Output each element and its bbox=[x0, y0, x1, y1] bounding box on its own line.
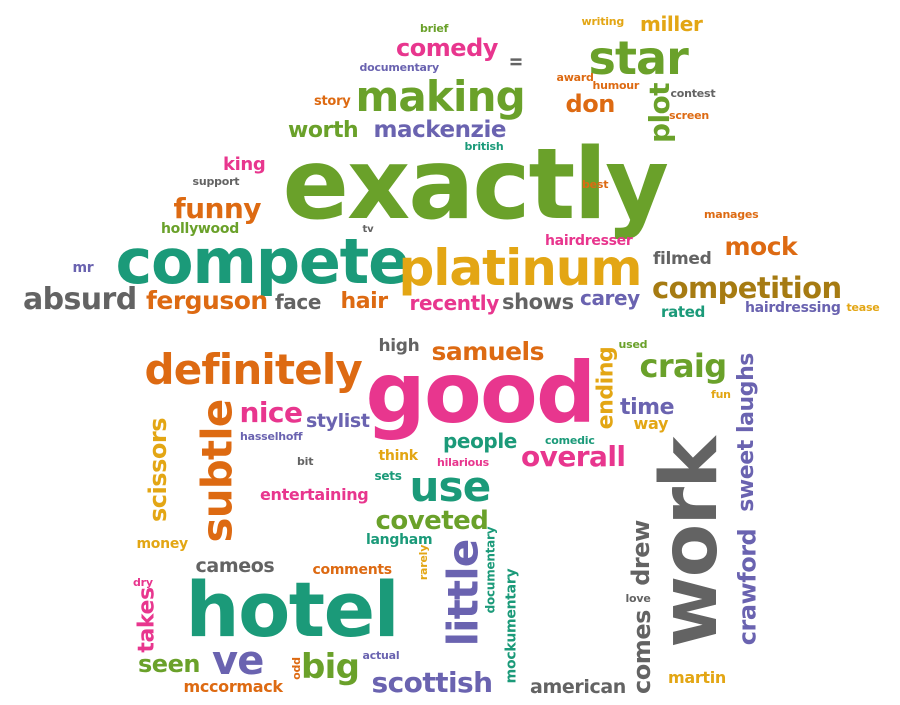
word-rated: rated bbox=[661, 302, 706, 321]
word-hasselhoff: hasselhoff bbox=[240, 429, 303, 443]
word-recently: recently bbox=[409, 291, 500, 315]
word-laughs: laughs bbox=[733, 353, 759, 433]
word-people: people bbox=[443, 429, 517, 453]
word-carey: carey bbox=[580, 286, 640, 310]
word-good: good bbox=[365, 344, 597, 442]
word-drew: drew bbox=[626, 520, 655, 586]
word-think: think bbox=[378, 448, 419, 464]
word-martin: martin bbox=[668, 668, 726, 687]
word-ending: ending bbox=[592, 346, 618, 430]
word-time: time bbox=[620, 395, 675, 420]
word-craig: craig bbox=[639, 347, 728, 385]
word-comes: comes bbox=[627, 610, 656, 694]
word-odd: odd bbox=[289, 656, 303, 680]
word-mccormack: mccormack bbox=[183, 677, 284, 696]
word-seen: seen bbox=[138, 650, 201, 678]
word-nice: nice bbox=[239, 396, 303, 429]
word-subtle: subtle bbox=[191, 399, 241, 543]
word-way: way bbox=[633, 414, 669, 433]
word-langham: langham bbox=[366, 532, 433, 548]
word-cameos: cameos bbox=[195, 554, 275, 577]
word-ll: ll bbox=[509, 57, 526, 67]
word-screen: screen bbox=[669, 108, 709, 122]
word-actual: actual bbox=[362, 648, 400, 662]
word-rarely: rarely bbox=[416, 544, 430, 580]
word-mr: mr bbox=[72, 260, 94, 276]
word-fun: fun bbox=[711, 387, 731, 401]
word-money: money bbox=[136, 536, 189, 552]
word-absurd: absurd bbox=[23, 282, 137, 317]
word-tv: tv bbox=[362, 224, 374, 235]
word-sweet: sweet bbox=[733, 440, 759, 512]
word-comedy: comedy bbox=[396, 34, 498, 62]
word-high: high bbox=[378, 335, 420, 356]
word-scottish: scottish bbox=[371, 666, 494, 699]
word-hollywood: hollywood bbox=[161, 221, 239, 237]
word-samuels: samuels bbox=[431, 336, 545, 366]
word-ferguson: ferguson bbox=[146, 285, 268, 315]
word-award: award bbox=[556, 70, 594, 84]
word-best: best bbox=[582, 177, 609, 191]
word-dry: dry bbox=[133, 575, 153, 589]
word-filmed: filmed bbox=[653, 248, 712, 269]
word-little: little bbox=[437, 539, 487, 647]
word-shows: shows bbox=[502, 289, 574, 314]
word-ve: ve bbox=[212, 638, 264, 684]
word-big: big bbox=[301, 647, 360, 687]
word-hotel: hotel bbox=[185, 565, 400, 654]
word-british: british bbox=[464, 139, 504, 153]
word-takes: takes bbox=[134, 587, 160, 653]
word-definitely: definitely bbox=[144, 345, 363, 394]
word-documentary-top: documentary bbox=[359, 60, 440, 74]
word-platinum: platinum bbox=[398, 239, 643, 297]
word-mock: mock bbox=[724, 231, 798, 261]
word-scissors: scissors bbox=[144, 417, 173, 523]
word-making: making bbox=[355, 72, 526, 121]
word-exactly: exactly bbox=[282, 128, 669, 242]
word-love: love bbox=[625, 591, 651, 605]
word-don: don bbox=[565, 90, 616, 118]
word-coveted: coveted bbox=[375, 506, 489, 536]
word-miller: miller bbox=[640, 12, 703, 36]
word-king: king bbox=[223, 154, 266, 175]
word-tease: tease bbox=[846, 300, 880, 314]
word-mockumentary: mockumentary bbox=[502, 568, 519, 684]
word-humour: humour bbox=[592, 78, 640, 92]
word-sets: sets bbox=[374, 469, 402, 483]
word-support: support bbox=[192, 174, 240, 188]
word-hairdresser: hairdresser bbox=[545, 233, 633, 249]
word-american: american bbox=[530, 675, 626, 698]
word-brief: brief bbox=[420, 21, 449, 35]
word-face: face bbox=[275, 290, 322, 314]
word-competition: competition bbox=[652, 270, 842, 305]
word-use: use bbox=[409, 462, 492, 511]
word-story: story bbox=[314, 93, 351, 109]
word-mackenzie: mackenzie bbox=[373, 116, 507, 143]
word-bit: bit bbox=[297, 454, 314, 468]
word-used: used bbox=[618, 337, 648, 351]
word-hairdressing: hairdressing bbox=[745, 300, 841, 316]
word-crawford: crawford bbox=[732, 528, 761, 646]
word-work: work bbox=[644, 438, 735, 648]
word-stylist: stylist bbox=[306, 409, 370, 432]
word-funny: funny bbox=[173, 192, 262, 225]
word-hilarious: hilarious bbox=[437, 455, 489, 469]
word-overall: overall bbox=[521, 440, 626, 473]
word-compete: compete bbox=[115, 225, 411, 298]
word-entertaining: entertaining bbox=[260, 485, 369, 504]
word-manages: manages bbox=[704, 207, 759, 221]
word-comedic: comedic bbox=[545, 433, 595, 447]
word-star: star bbox=[588, 31, 689, 85]
word-worth: worth bbox=[288, 118, 359, 143]
word-comments: comments bbox=[312, 562, 393, 578]
word-writing: writing bbox=[581, 14, 625, 28]
word-hair: hair bbox=[340, 289, 389, 314]
word-contest: contest bbox=[670, 86, 716, 100]
